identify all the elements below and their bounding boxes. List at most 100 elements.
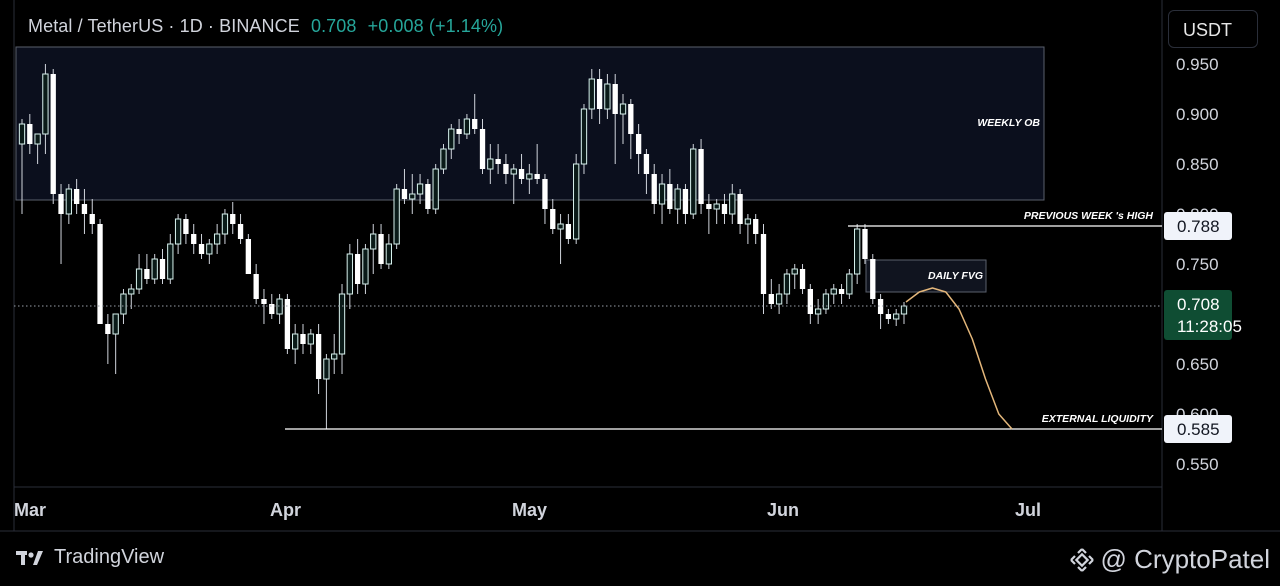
candle <box>877 294 884 329</box>
candle <box>65 184 72 224</box>
external-liquidity-badge-text: 0.585 <box>1177 420 1220 439</box>
candle <box>346 244 353 309</box>
candle-body <box>510 168 517 175</box>
candle <box>362 244 369 294</box>
tradingview-logo[interactable]: TradingView <box>16 546 164 569</box>
candle-body <box>456 129 462 134</box>
candle <box>105 314 111 364</box>
candle <box>245 234 252 274</box>
candle-body <box>838 289 845 294</box>
x-tick-label: Jul <box>1015 500 1041 520</box>
candle-body <box>628 104 634 134</box>
watermark: @ CryptoPatel <box>1069 544 1270 575</box>
candle-body <box>690 148 697 215</box>
candle-body <box>900 305 908 315</box>
x-tick-label: Apr <box>270 500 301 520</box>
candle-body <box>479 129 486 169</box>
candle-body <box>245 239 252 274</box>
candle <box>900 302 908 324</box>
weekly-ob-label: WEEKLY OB <box>977 117 1040 129</box>
candle <box>416 174 424 204</box>
candle-body <box>713 203 720 210</box>
candle <box>34 133 41 164</box>
candle-body <box>503 164 509 174</box>
y-axis: 0.9500.9000.8500.8000.7500.7000.6500.600… <box>1176 55 1219 474</box>
candle-body <box>534 174 540 179</box>
candle-body <box>877 299 884 314</box>
candle-body <box>89 214 95 224</box>
candle-body <box>191 234 197 244</box>
candle <box>721 194 728 224</box>
candle <box>269 294 275 319</box>
candle <box>870 254 876 304</box>
candle <box>315 324 322 394</box>
candle-body <box>440 148 447 170</box>
candle-body <box>385 243 393 265</box>
candle <box>135 254 143 294</box>
candle-body <box>487 158 494 170</box>
candle-body <box>269 304 275 314</box>
candle <box>237 214 244 244</box>
candle-body <box>276 298 283 315</box>
candle-body <box>425 184 431 209</box>
candle-body <box>674 188 681 210</box>
previous-week-high-badge: 0.788 <box>1164 212 1232 240</box>
candle-body <box>658 183 666 205</box>
candle-body <box>120 293 127 315</box>
candle-body <box>27 124 33 144</box>
candle <box>323 354 330 429</box>
candle-body <box>300 334 306 344</box>
candle <box>385 234 393 269</box>
candle-body <box>557 223 564 230</box>
candle-body <box>401 189 408 199</box>
candle <box>300 324 306 354</box>
candle <box>401 169 408 204</box>
candle <box>573 154 580 244</box>
candle <box>159 249 166 284</box>
candle <box>151 254 158 284</box>
candle-body <box>206 243 213 255</box>
candle-body <box>706 204 712 209</box>
candle-body <box>378 234 384 264</box>
price-badges: 0.788 0.708 11:28:05 0.585 <box>1164 212 1242 443</box>
candle-body <box>596 79 603 109</box>
candle <box>846 269 853 299</box>
candle <box>276 294 283 324</box>
candle-body <box>354 254 361 284</box>
candle-body <box>253 274 259 299</box>
candle <box>221 209 229 244</box>
candle <box>307 329 314 354</box>
price-change: +0.008 (+1.14%) <box>367 16 504 36</box>
candle <box>213 224 221 254</box>
candle-body <box>604 83 611 110</box>
current-price-badge-text: 11:28:05 <box>1177 317 1242 336</box>
candle-body <box>50 74 56 194</box>
candle <box>619 94 627 144</box>
candle <box>862 224 868 264</box>
current-price-badge: 0.708 11:28:05 <box>1164 290 1242 340</box>
candle <box>799 264 806 294</box>
candle-body <box>472 119 478 129</box>
candle-body <box>635 134 642 154</box>
candle-body <box>135 268 143 290</box>
candle-body <box>97 224 103 324</box>
candle <box>557 214 564 264</box>
candle-body <box>550 209 556 229</box>
candle <box>440 144 447 174</box>
currency-button[interactable]: USDT <box>1168 10 1258 48</box>
candle-body <box>760 234 767 294</box>
candle <box>698 139 704 214</box>
candle <box>230 202 236 234</box>
candle-body <box>870 259 876 299</box>
candle-body <box>721 204 728 214</box>
candle <box>42 64 49 154</box>
candle-body <box>393 188 400 245</box>
candle-body <box>753 219 759 234</box>
y-tick-label: 0.650 <box>1176 355 1219 374</box>
candle <box>81 189 88 234</box>
candle-body <box>814 308 822 315</box>
candle-body <box>893 313 900 320</box>
annotation-labels: WEEKLY OB PREVIOUS WEEK 's HIGH DAILY FVG E… <box>928 117 1154 425</box>
candle <box>768 279 774 309</box>
